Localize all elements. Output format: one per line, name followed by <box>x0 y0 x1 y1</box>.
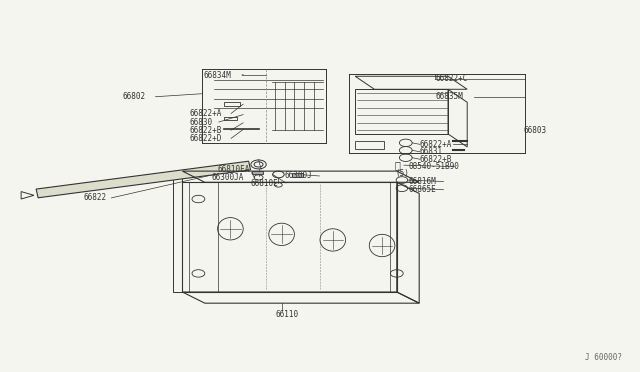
Text: 66822+A: 66822+A <box>189 109 222 118</box>
Text: 66831: 66831 <box>420 147 443 156</box>
Text: 66835M: 66835M <box>435 92 463 101</box>
Bar <box>252 171 263 174</box>
Text: Ⓢ: Ⓢ <box>394 160 401 170</box>
Text: 66865E: 66865E <box>408 185 436 194</box>
Text: 66822+A: 66822+A <box>420 140 452 149</box>
Text: 08540-51B90: 08540-51B90 <box>408 162 459 171</box>
Text: 66822+B: 66822+B <box>420 155 452 164</box>
Text: 66830: 66830 <box>189 118 212 126</box>
Text: 66816M: 66816M <box>408 177 436 186</box>
Text: 66802: 66802 <box>123 92 146 101</box>
Text: 66834M: 66834M <box>204 71 231 80</box>
Text: 66822: 66822 <box>83 193 106 202</box>
Text: 66810E: 66810E <box>251 179 278 187</box>
Text: J 60000?: J 60000? <box>585 353 622 362</box>
Text: 66822+C: 66822+C <box>435 74 468 83</box>
Text: 66110: 66110 <box>275 310 298 319</box>
Text: 66300J: 66300J <box>285 171 312 180</box>
Text: 66822+D: 66822+D <box>189 134 222 143</box>
Text: 66803: 66803 <box>524 126 547 135</box>
Polygon shape <box>36 161 251 198</box>
Text: (5): (5) <box>396 169 410 178</box>
Text: 66300JA: 66300JA <box>211 173 244 182</box>
Text: 66822+B: 66822+B <box>189 126 222 135</box>
Bar <box>292 173 303 177</box>
Text: 66810EA: 66810EA <box>218 165 250 174</box>
